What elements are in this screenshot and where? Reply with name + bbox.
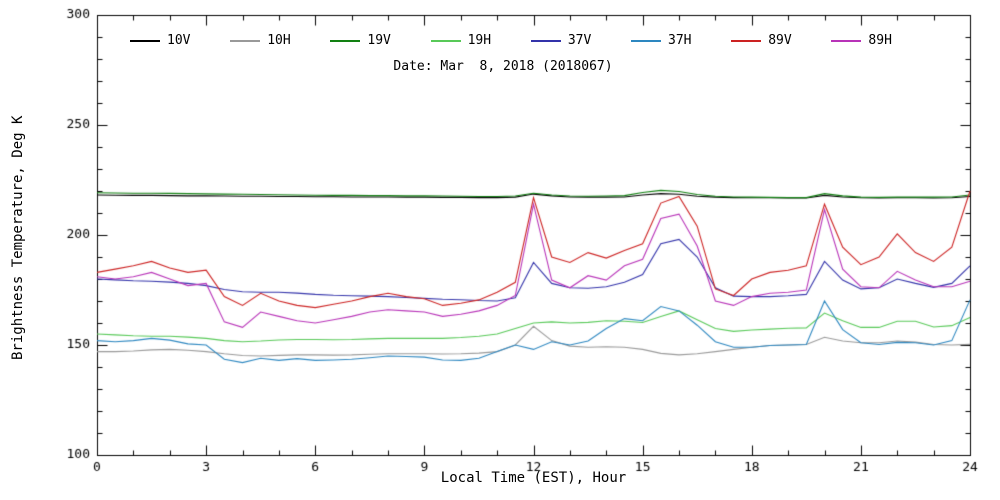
legend-swatch xyxy=(130,39,160,42)
legend-swatch xyxy=(631,39,662,42)
legend-item-89v: 89V xyxy=(731,33,792,48)
legend-swatch xyxy=(530,39,561,42)
legend-item-37v: 37V xyxy=(530,33,592,48)
legend-item-19h: 19H xyxy=(430,33,492,48)
y-axis-title: Brightness Temperature, Deg K xyxy=(10,115,26,360)
legend-label: 89V xyxy=(768,33,792,48)
legend-label: 19V xyxy=(367,33,391,48)
legend-label: 89H xyxy=(868,33,892,48)
legend-swatch xyxy=(731,39,762,42)
legend-item-89h: 89H xyxy=(831,33,892,48)
legend: 10V 10H 19V 19H 37V 37H 89V 89H xyxy=(130,33,892,48)
legend-label: 10V xyxy=(167,33,191,48)
legend-label: 37V xyxy=(567,33,592,48)
legend-item-19v: 19V xyxy=(330,33,391,48)
legend-swatch xyxy=(430,39,461,42)
legend-swatch xyxy=(330,39,361,42)
legend-label: 10H xyxy=(267,33,291,48)
legend-label: 19H xyxy=(467,33,492,48)
legend-item-37h: 37H xyxy=(631,33,692,48)
legend-label: 37H xyxy=(668,33,692,48)
x-axis-title: Local Time (EST), Hour xyxy=(440,470,627,486)
legend-swatch xyxy=(831,39,862,42)
legend-item-10h: 10H xyxy=(230,33,291,48)
legend-item-10v: 10V xyxy=(130,33,190,48)
chart-date-title: Date: Mar 8, 2018 (2018067) xyxy=(393,59,613,74)
legend-swatch xyxy=(230,39,261,42)
